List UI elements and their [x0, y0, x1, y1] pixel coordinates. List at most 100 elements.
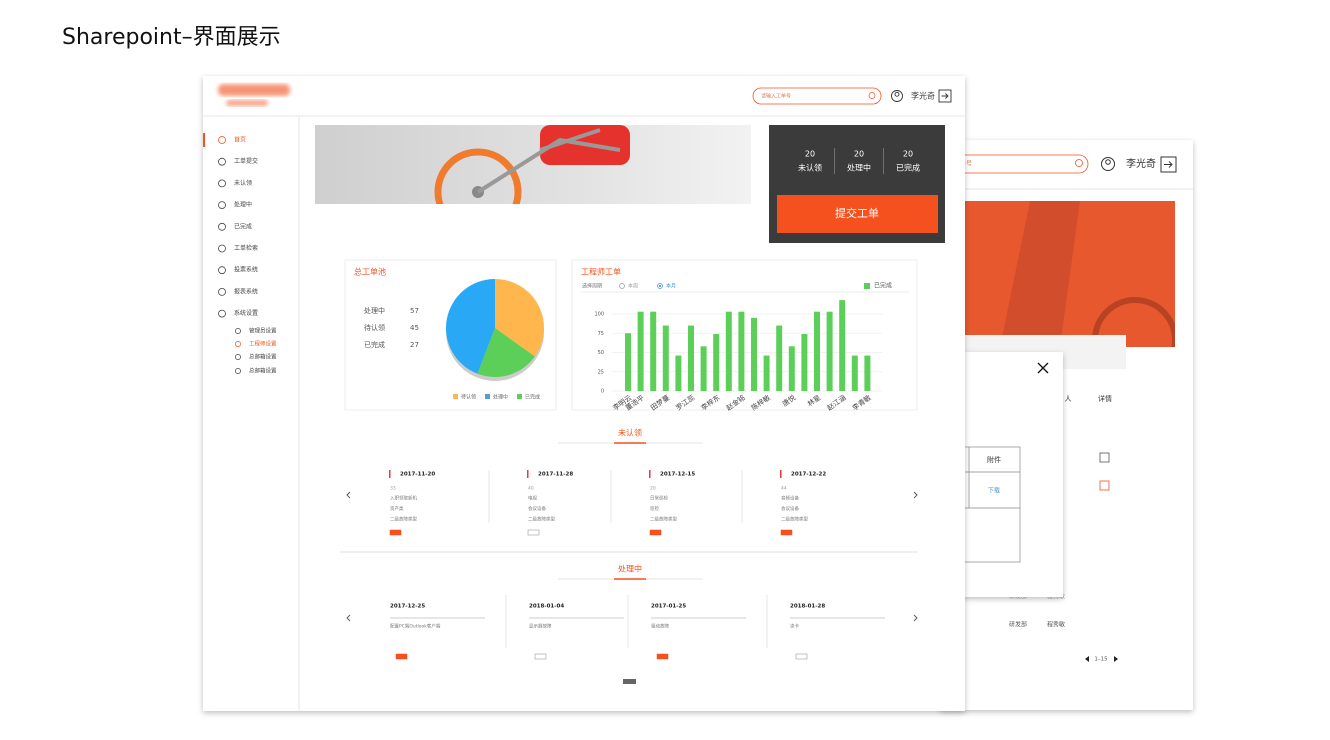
back-exit[interactable] — [1160, 156, 1177, 173]
y-tick-label: 0 — [601, 389, 604, 395]
legend-swatch — [517, 394, 522, 399]
bar — [864, 355, 871, 391]
period-radio-dot — [658, 284, 662, 288]
card-button[interactable] — [649, 529, 662, 536]
subnav-item[interactable]: 管理员设置 — [249, 327, 277, 335]
card-button[interactable] — [780, 529, 793, 536]
bar — [814, 311, 820, 391]
back-column-header: 人 — [1065, 395, 1072, 403]
back-exit-arrow — [1164, 161, 1173, 168]
legend-label: 已完成 — [874, 282, 892, 290]
period-radio[interactable] — [657, 283, 663, 289]
subnav-item[interactable]: 总邮箱设置 — [249, 367, 277, 375]
card-line: 配置PC端Outlook客户端 — [390, 623, 441, 630]
bar — [763, 355, 770, 391]
page-indicator[interactable] — [623, 679, 636, 684]
nav-item[interactable]: 报表系统 — [234, 287, 258, 295]
nav-item[interactable]: 首页 — [234, 136, 246, 144]
nav-item[interactable]: 已完成 — [234, 222, 252, 230]
card-marker — [527, 470, 529, 478]
bar — [839, 300, 846, 391]
legend-swatch — [453, 394, 458, 399]
nav-item[interactable]: 未认领 — [234, 179, 252, 187]
nav-item[interactable]: 工单检索 — [234, 244, 258, 252]
edit-icon[interactable] — [1099, 452, 1110, 463]
card-button[interactable] — [656, 653, 669, 660]
edit-icon[interactable] — [1099, 480, 1110, 491]
nav-item[interactable]: 工单提交 — [234, 157, 258, 165]
card-button[interactable] — [795, 653, 808, 660]
user-name: 李光奇 — [911, 91, 935, 101]
period-label: 选择周期 — [582, 283, 602, 290]
subnav-icon — [235, 341, 241, 347]
card-button[interactable] — [389, 529, 402, 536]
banner-wheel — [434, 148, 522, 204]
carousel-prev[interactable] — [346, 614, 351, 622]
search-icon — [868, 92, 876, 99]
carousel-next[interactable] — [913, 491, 918, 499]
banner-image — [315, 125, 751, 204]
card-marker — [649, 470, 651, 478]
bar — [625, 333, 631, 391]
nav-item[interactable]: 投票系统 — [234, 266, 258, 274]
modal — [960, 352, 1063, 597]
card-marker — [780, 470, 782, 478]
card-line: 驱动故障 — [651, 623, 669, 630]
modal-close[interactable] — [1037, 362, 1049, 374]
nav-icon — [218, 287, 226, 296]
nav-icon — [218, 136, 226, 144]
bar — [713, 334, 720, 391]
period-option: 本周 — [628, 283, 638, 290]
pie-item-label: 处理中 — [364, 306, 385, 315]
back-search-placeholder: 单号 — [960, 160, 972, 168]
page-next[interactable] — [1114, 656, 1118, 662]
logo-sub — [226, 100, 268, 106]
legend-label: 已完成 — [525, 394, 540, 401]
page-prev[interactable] — [1085, 656, 1089, 662]
download-link[interactable]: 下载 — [988, 487, 1000, 495]
back-avatar — [1101, 157, 1115, 171]
pie-slice — [477, 328, 535, 377]
modal-column-header: 附件 — [987, 455, 1001, 464]
nav-item[interactable]: 系统设置 — [234, 309, 258, 317]
nav-icon — [218, 222, 226, 231]
nav-item[interactable]: 处理中 — [234, 201, 252, 209]
nav-icon — [218, 179, 226, 188]
bar — [851, 355, 858, 391]
card-line: 会议设备 — [528, 505, 546, 512]
bar — [738, 311, 745, 391]
subnav-item[interactable]: 总邮箱设置 — [249, 353, 277, 361]
stat-value: 20 — [805, 150, 815, 159]
legend-label: 待认领 — [461, 394, 476, 401]
card-line: 音频设备 — [781, 495, 799, 502]
card-number: 20 — [650, 486, 656, 492]
bar — [650, 311, 657, 391]
pie-item-value: 45 — [410, 324, 419, 332]
card-button[interactable] — [534, 653, 547, 660]
bar — [725, 311, 732, 391]
stat-value: 20 — [854, 150, 864, 159]
bar — [637, 311, 644, 391]
subnav-icon — [235, 328, 241, 334]
period-radio[interactable] — [619, 283, 625, 289]
subnav-item[interactable]: 工程师设置 — [249, 340, 277, 348]
pie-item-label: 待认领 — [364, 323, 385, 332]
nav-icon — [218, 244, 226, 253]
search-box[interactable] — [752, 87, 882, 105]
card-date: 2017-01-25 — [651, 604, 686, 610]
avatar — [891, 90, 903, 102]
stat-label: 未认领 — [798, 163, 822, 173]
carousel-next[interactable] — [913, 614, 918, 622]
section-tab[interactable]: 处理中 — [618, 564, 642, 574]
card-date: 2017-12-15 — [660, 472, 695, 478]
stat-value: 20 — [903, 150, 913, 159]
submit-button[interactable] — [777, 195, 938, 233]
exit-button[interactable] — [938, 89, 952, 103]
carousel-prev[interactable] — [346, 491, 351, 499]
card-button[interactable] — [395, 653, 408, 660]
banner-frame — [476, 128, 621, 194]
nav-icon — [218, 266, 226, 275]
card-line: 巡检 — [650, 505, 659, 512]
card-button[interactable] — [527, 529, 540, 536]
section-tab[interactable]: 未认领 — [618, 428, 642, 438]
